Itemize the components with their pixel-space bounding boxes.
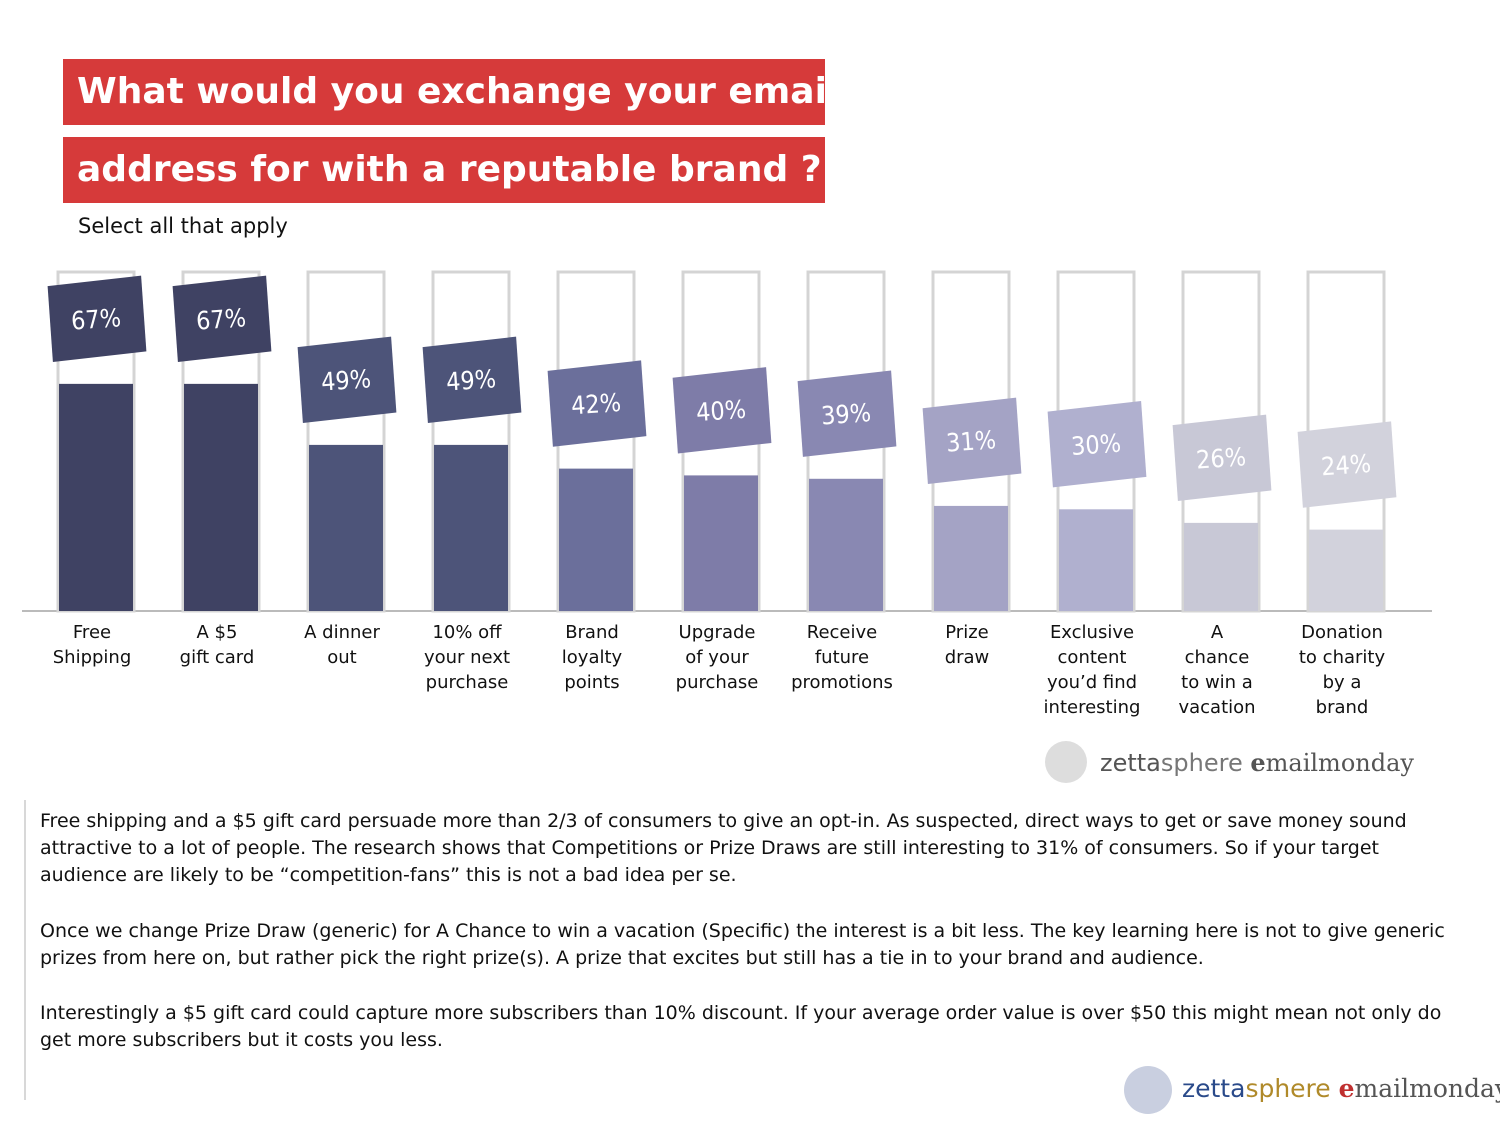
value-label-text: 39%	[820, 398, 872, 430]
x-tick-label: Brand loyalty points	[561, 622, 623, 693]
value-label: 40%	[672, 367, 772, 454]
bar	[934, 505, 1008, 611]
x-tick-label: A dinner out	[304, 622, 380, 668]
logo: zettasphere emailmonday	[1100, 748, 1414, 777]
bar	[1059, 509, 1133, 611]
bar	[1309, 529, 1383, 611]
bar	[1184, 522, 1258, 611]
value-label: 31%	[922, 397, 1022, 485]
value-label-text: 49%	[320, 364, 372, 396]
value-label-text: 42%	[570, 388, 622, 420]
label-box	[1297, 421, 1397, 508]
x-tick-label: Upgrade of your purchase	[675, 622, 759, 693]
value-label: 39%	[797, 370, 897, 457]
value-label: 26%	[1172, 414, 1272, 501]
value-label-text: 26%	[1195, 442, 1247, 474]
value-label-text: 31%	[945, 425, 997, 457]
label-box	[547, 360, 647, 447]
value-label-text: 40%	[695, 395, 747, 427]
value-label: 67%	[172, 275, 272, 362]
value-label: 49%	[422, 336, 522, 424]
label-box	[47, 275, 147, 362]
value-label: 42%	[547, 360, 647, 447]
x-tick-label: A chance to win a vacation	[1178, 622, 1256, 718]
bar	[559, 468, 633, 611]
value-label: 67%	[47, 275, 147, 362]
label-box	[672, 367, 772, 454]
label-box	[1047, 401, 1147, 488]
label-box	[297, 336, 397, 424]
paragraph: Interestingly a $5 gift card could captu…	[40, 1002, 1442, 1051]
label-box	[1172, 414, 1272, 501]
value-label: 24%	[1297, 421, 1397, 508]
paragraph: Free shipping and a $5 gift card persuad…	[40, 810, 1407, 886]
x-tick-label: Donation to charity by a brand	[1298, 622, 1386, 718]
bar	[434, 444, 508, 611]
x-tick-label: Free Shipping	[52, 622, 132, 668]
value-label-text: 67%	[70, 303, 122, 335]
x-tick-label: Exclusive content you’d find interesting	[1043, 622, 1141, 718]
bar	[309, 444, 383, 611]
x-tick-label: A $5 gift card	[179, 622, 255, 668]
label-box	[172, 275, 272, 362]
x-tick-label: Prize draw	[944, 622, 990, 668]
label-box	[422, 336, 522, 424]
logo-globe	[1124, 1066, 1172, 1114]
x-tick-label: Receive future promotions	[791, 622, 893, 693]
logo: zettasphere emailmonday	[1182, 1074, 1500, 1103]
title-line: address for with a reputable brand ?	[63, 137, 825, 203]
value-label: 49%	[297, 336, 397, 424]
value-label-text: 67%	[195, 303, 247, 335]
x-tick-label: 10% off your next purchase	[423, 622, 511, 693]
value-label-text: 30%	[1070, 429, 1122, 461]
bar	[184, 383, 258, 611]
label-box	[922, 397, 1022, 485]
paragraph: Once we change Prize Draw (generic) for …	[40, 920, 1445, 969]
value-label-text: 24%	[1320, 449, 1372, 481]
bar	[809, 478, 883, 611]
logo-globe	[1045, 741, 1087, 783]
label-box	[797, 370, 897, 457]
title-line: What would you exchange your email	[63, 59, 839, 125]
bar	[59, 383, 133, 611]
value-label: 30%	[1047, 401, 1147, 488]
bar	[684, 475, 758, 611]
value-label-text: 49%	[445, 364, 497, 396]
subtitle: Select all that apply	[78, 214, 288, 238]
